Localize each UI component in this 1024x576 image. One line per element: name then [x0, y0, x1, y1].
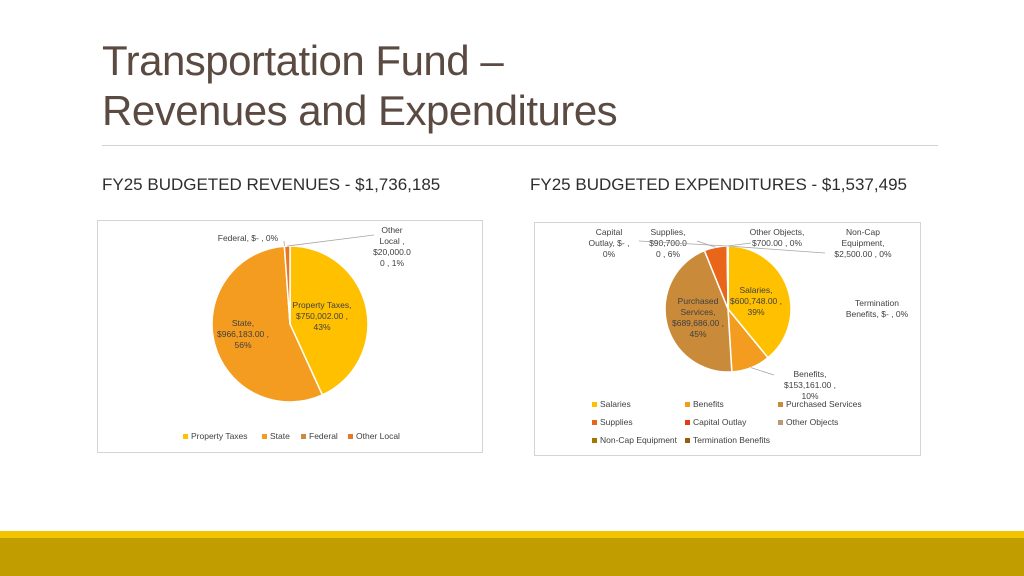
legend-swatch-federal [301, 434, 306, 439]
expenditures-chart[interactable]: Salaries, $600,748.00 , 39% Benefits, $153,1… [534, 222, 921, 456]
legend-label-purchased-services: Purchased Services [786, 399, 862, 409]
leader-line-benefits [750, 367, 775, 376]
data-label-other-local: Other Local , $20,000.0 0 , 1% [373, 225, 411, 268]
legend-label-capital-outlay: Capital Outlay [693, 417, 747, 427]
data-label-property-taxes: Property Taxes, $750,002.00 , 43% [293, 300, 352, 332]
data-label-state: State, $966,183.00 , 56% [217, 318, 269, 350]
data-label-benefits: Benefits, $153,161.00 , 10% [784, 369, 836, 401]
legend-swatch-property-taxes [183, 434, 188, 439]
legend-swatch-salaries [592, 402, 597, 407]
legend-label-salaries: Salaries [600, 399, 631, 409]
legend-label-termination-benefits: Termination Benefits [693, 435, 770, 445]
data-label-non-cap-equipment: Non-Cap Equipment, $2,500.00 , 0% [834, 227, 892, 259]
page-title: Transportation Fund – Revenues and Expen… [102, 36, 902, 136]
data-label-salaries: Salaries, $600,748.00 , 39% [730, 285, 782, 317]
footer-accent-stripe [0, 531, 1024, 538]
legend-label-other-local: Other Local [356, 431, 400, 441]
leader-line-other-local [287, 234, 375, 247]
title-line-1: Transportation Fund – [102, 37, 504, 84]
legend-swatch-supplies [592, 420, 597, 425]
leader-line-supplies [696, 240, 716, 248]
footer-band [0, 538, 1024, 576]
pie-slice-state[interactable] [211, 245, 324, 403]
expenditures-heading: FY25 BUDGETED EXPENDITURES - $1,537,495 [530, 175, 907, 194]
legend-swatch-capital-outlay [685, 420, 690, 425]
revenues-heading: FY25 BUDGETED REVENUES - $1,736,185 [102, 175, 441, 194]
legend-label-property-taxes: Property Taxes [191, 431, 248, 441]
revenues-chart[interactable]: Property Taxes, $750,002.00 , 43% State, $96… [97, 220, 483, 453]
title-divider [102, 145, 938, 146]
legend-label-federal: Federal [309, 431, 338, 441]
legend-swatch-other-local [348, 434, 353, 439]
legend-label-state: State [270, 431, 290, 441]
pie-slice-salaries[interactable] [727, 245, 792, 359]
data-label-capital-outlay: Capital Outlay, $- , 0% [589, 227, 630, 259]
data-label-purchased-services: Purchased Services, $689,686.00 , 45% [672, 296, 724, 339]
legend-swatch-other-objects [778, 420, 783, 425]
pie-slice-property-taxes[interactable] [289, 245, 369, 396]
legend-swatch-benefits [685, 402, 690, 407]
data-label-federal: Federal, $- , 0% [218, 233, 279, 243]
leader-line-non-cap-equipment [727, 245, 826, 254]
expenditures-pie-svg: Salaries, $600,748.00 , 39% Benefits, $153,1… [589, 227, 909, 445]
pie-slice-purchased-services[interactable] [664, 249, 733, 373]
data-label-termination-benefits: Termination Benefits, $- , 0% [846, 298, 909, 319]
legend-swatch-purchased-services [778, 402, 783, 407]
data-label-other-objects: Other Objects, $700.00 , 0% [750, 227, 805, 248]
legend-swatch-state [262, 434, 267, 439]
legend-label-benefits: Benefits [693, 399, 724, 409]
legend-label-other-objects: Other Objects [786, 417, 838, 427]
revenues-pie-svg: Property Taxes, $750,002.00 , 43% State, $96… [183, 225, 411, 441]
legend-label-supplies: Supplies [600, 417, 633, 427]
legend-swatch-termination-benefits [685, 438, 690, 443]
title-line-2: Revenues and Expenditures [102, 87, 618, 134]
legend-label-non-cap-equipment: Non-Cap Equipment [600, 435, 678, 445]
leader-line-other-objects [727, 242, 752, 247]
leader-line-capital-outlay [638, 240, 728, 247]
legend-swatch-non-cap-equipment [592, 438, 597, 443]
